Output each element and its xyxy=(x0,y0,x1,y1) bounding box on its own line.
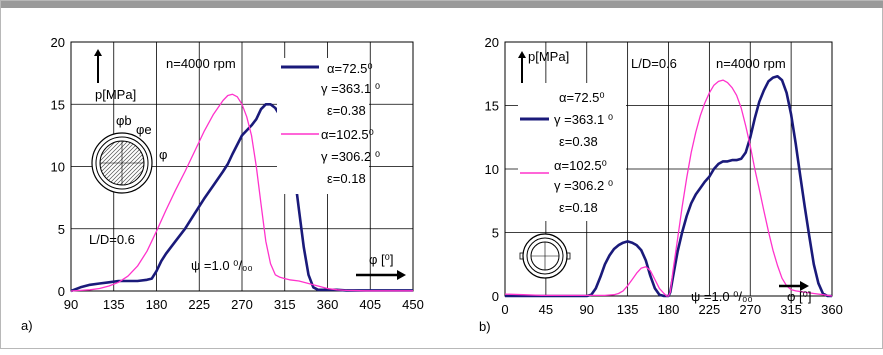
panel-a-x-arrow-head xyxy=(397,270,406,280)
panel-b-legend-entry: ε=0.18 xyxy=(559,200,598,215)
panel-a-bearing-icon-label-phie: φe xyxy=(136,122,152,137)
panel-b-series-line-1 xyxy=(505,75,832,298)
panel-a-ld: L/D=0.6 xyxy=(89,232,135,247)
panel-a-legend-entry: ε=0.38 xyxy=(327,103,366,118)
panel-b-x-tick-label: 0 xyxy=(501,302,508,317)
panel-b: 0 45 90 135 180 225 270 315 360 0 5 10 15 20 b) p[MPa] L… xyxy=(479,35,843,334)
panel-b-y-arrow-head xyxy=(518,51,526,58)
panel-a-legend-entry: ε=0.18 xyxy=(327,171,366,186)
panel-b-y-tick-label: 10 xyxy=(485,162,499,177)
panel-a-xlabel: φ [⁰] xyxy=(369,252,393,267)
panel-a-psi: ψ =1.0 ⁰/₀₀ xyxy=(191,258,253,273)
panel-b-y-tick-label: 15 xyxy=(485,99,499,114)
panel-b-x-tick-label: 180 xyxy=(658,302,680,317)
panel-a-series-line-1 xyxy=(70,103,413,293)
panel-a-legend-entry: α=102.5⁰ xyxy=(321,127,374,142)
panel-a-series-line-2 xyxy=(70,93,413,292)
panel-b-x-arrow-head xyxy=(800,281,809,291)
panel-b-bearing-icon xyxy=(522,233,568,279)
panel-a-bearing-icon xyxy=(91,132,153,194)
panel-a-y-tick-label: 0 xyxy=(58,284,65,299)
panel-a-ylabel: p[MPa] xyxy=(95,87,136,102)
panel-a-plot-border xyxy=(70,41,414,292)
panel-a-legend-entry: α=72.5⁰ xyxy=(327,61,373,76)
panel-a-x-tick-label: 360 xyxy=(317,297,339,312)
panel-b-ylabel: p[MPa] xyxy=(528,49,569,64)
panel-b-x-tick-label: 135 xyxy=(617,302,639,317)
panel-b-legend-entry: α=102.5⁰ xyxy=(554,158,607,173)
panel-a-x-tick-label: 405 xyxy=(359,297,381,312)
panel-a-legend-entry: γ =306.2 ⁰ xyxy=(321,149,380,164)
panel-b-x-tick-label: 90 xyxy=(580,302,594,317)
panel-b-psi: ψ =1.0 ⁰/₀₀ xyxy=(691,289,753,304)
panel-a-x-tick-label: 270 xyxy=(231,297,253,312)
panel-b-x-tick-label: 45 xyxy=(539,302,553,317)
panel-a-y-tick-label: 10 xyxy=(51,160,65,175)
panel-a-x-tick-label: 90 xyxy=(64,297,78,312)
panel-b-y-tick-label: 20 xyxy=(485,35,499,50)
panel-b-x-tick-label: 270 xyxy=(739,302,761,317)
panel-b-legend-entry: ε=0.38 xyxy=(559,134,598,149)
panel-b-speed: n=4000 rpm xyxy=(716,56,786,71)
panel-a-x-tick-label: 225 xyxy=(188,297,210,312)
panel-b-legend-entry: γ =306.2 ⁰ xyxy=(554,178,613,193)
panel-b-legend-entry: γ =363.1 ⁰ xyxy=(554,112,613,127)
panel-b-ld: L/D=0.6 xyxy=(631,56,677,71)
panel-b-y-tick-label: 5 xyxy=(492,226,499,241)
panel-a-x-tick-label: 450 xyxy=(402,297,424,312)
panel-a-label: a) xyxy=(21,318,33,333)
panel-b-legend-bg xyxy=(518,83,626,221)
panel-a-legend-entry: γ =363.1 ⁰ xyxy=(321,81,380,96)
panel-a-legend-bg xyxy=(277,58,369,194)
panel-a-speed: n=4000 rpm xyxy=(166,56,236,71)
panel-a-y-tick-label: 5 xyxy=(58,222,65,237)
panel-b-series-line-2 xyxy=(504,79,833,297)
top-border-bar xyxy=(1,1,883,8)
panel-b-label: b) xyxy=(479,319,491,334)
panel-a-y-tick-label: 15 xyxy=(51,97,65,112)
panel-a-bearing-icon-label-phib: φb xyxy=(116,113,132,128)
panel-b-xlabel: φ [⁰] xyxy=(787,289,811,304)
panel-a-x-tick-label: 315 xyxy=(274,297,296,312)
panel-b-x-tick-label: 360 xyxy=(821,302,843,317)
panel-a: 90 135 180 225 270 315 360 405 450 0 5 10 15 20 a) p[MP… xyxy=(21,35,424,333)
panel-a-y-arrow-head xyxy=(94,49,102,56)
panel-a-x-tick-label: 135 xyxy=(103,297,125,312)
panel-a-y-tick-label: 20 xyxy=(51,35,65,50)
panel-b-y-tick-label: 0 xyxy=(492,289,499,304)
panel-a-x-tick-label: 180 xyxy=(146,297,168,312)
panel-b-legend-entry: α=72.5⁰ xyxy=(559,90,605,105)
panel-b-x-tick-label: 315 xyxy=(780,302,802,317)
panel-b-x-tick-label: 225 xyxy=(699,302,721,317)
panel-a-bearing-icon-label-phi: φ xyxy=(159,147,167,162)
